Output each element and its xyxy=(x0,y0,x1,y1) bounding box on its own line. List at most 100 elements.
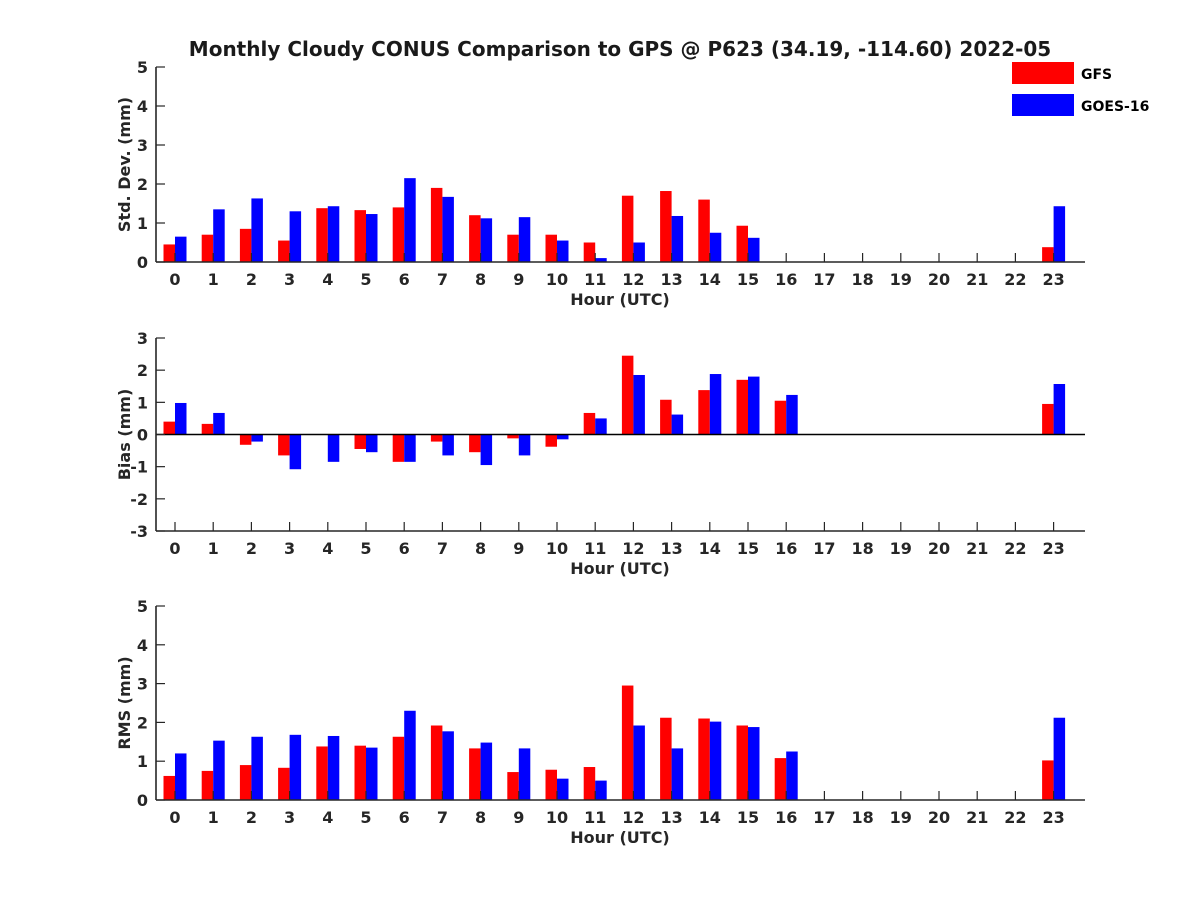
y-tick-label: 4 xyxy=(137,636,148,655)
bar-gfs-hour-4 xyxy=(316,746,328,800)
bar-gfs-hour-15 xyxy=(736,725,748,800)
bar-goes16-hour-6 xyxy=(404,710,416,800)
x-tick-label: 10 xyxy=(546,270,568,289)
x-tick-label: 13 xyxy=(660,808,682,827)
y-tick-label: 1 xyxy=(137,214,148,233)
x-tick-label: 14 xyxy=(699,270,721,289)
bar-goes16-hour-16 xyxy=(786,394,798,435)
bar-gfs-hour-12 xyxy=(621,685,634,800)
x-tick-label: 9 xyxy=(513,270,524,289)
bar-goes16-hour-0 xyxy=(175,402,187,435)
bar-goes16-hour-15 xyxy=(748,237,760,262)
legend-label-goes16: GOES-16 xyxy=(1081,99,1149,115)
x-tick-label: 16 xyxy=(775,808,797,827)
x-tick-label: 19 xyxy=(890,539,912,558)
bar-goes16-hour-2 xyxy=(251,198,263,262)
x-tick-label: 17 xyxy=(813,539,835,558)
bar-goes16-hour-11 xyxy=(595,258,607,262)
x-tick-label: 8 xyxy=(475,270,486,289)
x-tick-label: 20 xyxy=(928,270,950,289)
bar-goes16-hour-23 xyxy=(1053,206,1066,262)
chart-legend: GFS GOES-16 xyxy=(1012,62,1149,116)
x-tick-label: 12 xyxy=(622,808,644,827)
bar-gfs-hour-8 xyxy=(469,215,481,262)
bar-gfs-hour-0 xyxy=(163,775,175,800)
x-tick-label: 2 xyxy=(246,539,257,558)
bar-goes16-hour-15 xyxy=(748,727,760,800)
legend-label-gfs: GFS xyxy=(1081,67,1112,83)
bar-goes16-hour-0 xyxy=(175,753,187,800)
bar-gfs-hour-5 xyxy=(354,434,366,449)
bar-goes16-hour-2 xyxy=(251,434,263,442)
x-tick-label: 15 xyxy=(737,270,759,289)
bar-gfs-hour-1 xyxy=(201,770,214,800)
bar-goes16-hour-12 xyxy=(633,725,645,800)
bar-gfs-hour-11 xyxy=(583,242,596,262)
bar-gfs-hour-9 xyxy=(507,234,519,262)
bar-gfs-hour-1 xyxy=(201,423,214,435)
x-tick-label: 1 xyxy=(208,539,219,558)
x-tick-label: 1 xyxy=(208,270,219,289)
bar-gfs-hour-13 xyxy=(660,191,672,262)
x-tick-label: 5 xyxy=(360,808,371,827)
bar-goes16-hour-6 xyxy=(404,434,416,462)
x-tick-label: 17 xyxy=(813,270,835,289)
bar-goes16-hour-13 xyxy=(671,215,684,262)
x-tick-label: 18 xyxy=(851,808,873,827)
x-axis-label: Hour (UTC) xyxy=(570,559,670,578)
bar-gfs-hour-15 xyxy=(736,379,748,435)
x-tick-label: 16 xyxy=(775,539,797,558)
x-tick-label: 21 xyxy=(966,270,988,289)
bar-gfs-hour-15 xyxy=(736,225,748,262)
x-tick-label: 10 xyxy=(546,808,568,827)
bar-gfs-hour-3 xyxy=(278,240,290,262)
bar-goes16-hour-0 xyxy=(175,236,187,262)
x-tick-label: 5 xyxy=(360,539,371,558)
x-tick-label: 14 xyxy=(699,808,721,827)
x-tick-label: 9 xyxy=(513,808,524,827)
bar-gfs-hour-9 xyxy=(507,434,519,439)
bar-gfs-hour-16 xyxy=(774,758,787,800)
bar-goes16-hour-13 xyxy=(671,748,684,800)
x-tick-label: 12 xyxy=(622,539,644,558)
bar-goes16-hour-1 xyxy=(213,740,225,800)
bar-gfs-hour-5 xyxy=(354,745,366,800)
bar-gfs-hour-7 xyxy=(430,434,443,442)
y-tick-label: 3 xyxy=(137,329,148,348)
y-axis-label: Bias (mm) xyxy=(115,389,134,481)
bar-gfs-hour-14 xyxy=(698,199,710,262)
y-tick-label: -3 xyxy=(130,522,148,541)
bar-goes16-hour-6 xyxy=(404,178,416,262)
x-tick-label: 8 xyxy=(475,539,486,558)
bar-goes16-hour-14 xyxy=(709,374,722,435)
x-tick-label: 13 xyxy=(660,270,682,289)
x-tick-label: 2 xyxy=(246,270,257,289)
bar-gfs-hour-7 xyxy=(430,725,443,800)
bar-gfs-hour-6 xyxy=(392,434,405,462)
bar-gfs-hour-0 xyxy=(163,421,175,435)
bar-gfs-hour-7 xyxy=(430,187,443,262)
x-tick-label: 18 xyxy=(851,539,873,558)
bar-goes16-hour-4 xyxy=(327,206,340,262)
bar-goes16-hour-10 xyxy=(557,778,569,800)
bar-goes16-hour-9 xyxy=(518,434,531,456)
bar-goes16-hour-1 xyxy=(213,209,225,262)
x-tick-label: 1 xyxy=(208,808,219,827)
x-axis-label: Hour (UTC) xyxy=(570,828,670,847)
bar-gfs-hour-9 xyxy=(507,772,519,800)
bar-goes16-hour-11 xyxy=(595,780,607,800)
bar-goes16-hour-3 xyxy=(289,211,302,262)
bar-gfs-hour-2 xyxy=(239,434,252,445)
bar-goes16-hour-10 xyxy=(557,434,569,440)
bar-gfs-hour-10 xyxy=(545,234,557,262)
bar-goes16-hour-16 xyxy=(786,751,798,800)
bar-gfs-hour-23 xyxy=(1042,403,1054,435)
x-tick-label: 3 xyxy=(284,539,295,558)
y-tick-label: 2 xyxy=(137,361,148,380)
x-tick-label: 2 xyxy=(246,808,257,827)
x-tick-label: 17 xyxy=(813,808,835,827)
